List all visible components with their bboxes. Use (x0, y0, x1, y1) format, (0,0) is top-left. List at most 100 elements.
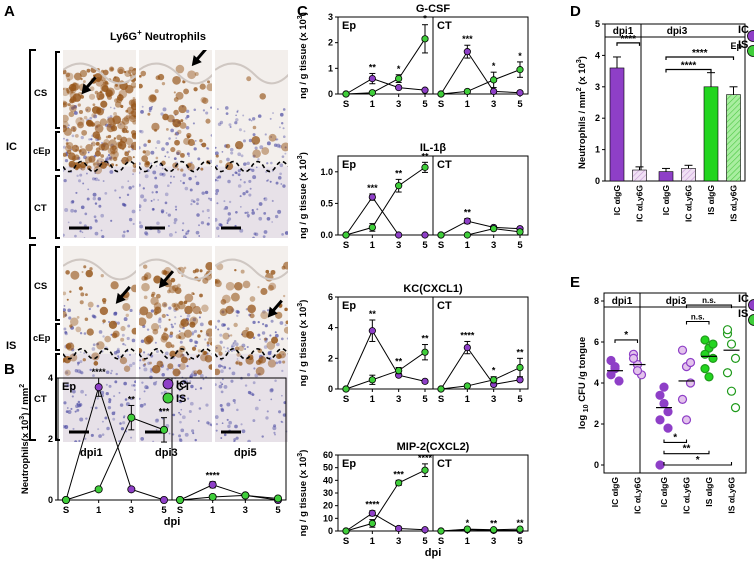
x-tick-label: 5 (275, 505, 281, 516)
y-tick-label: 3 (328, 12, 333, 22)
data-point (659, 382, 669, 392)
chart-c-il1b: IL-1β Ep CT 0.0 0.5 1.0 ng / g tissue (x 103) S… (297, 142, 529, 251)
x-tick-label: 3 (491, 240, 496, 251)
significance-label: **** (365, 500, 380, 510)
x-tick-label: S (63, 505, 69, 516)
significance-label: ** (369, 309, 377, 319)
data-point-is (395, 479, 403, 487)
data-point-is (342, 90, 350, 98)
y-tick-label: 10 (323, 513, 333, 523)
micrograph-ic-dpi3 (139, 50, 212, 238)
y-tick-label: 1 (328, 63, 333, 73)
data-point-is (342, 385, 350, 393)
x-tick-label: S (438, 99, 444, 110)
data-point (677, 394, 688, 404)
series-line-ic-ep (65, 385, 165, 501)
y-tick-label: 4 (328, 323, 333, 333)
data-point-is (437, 90, 445, 98)
data-point-ic (463, 217, 471, 225)
data-point-ic (159, 495, 168, 504)
y-tick-label: 20 (323, 501, 333, 511)
panel-c-letter: C (297, 3, 308, 20)
panel-b-letter: B (4, 361, 15, 378)
significance-label: * (696, 455, 700, 466)
data-point (606, 370, 616, 380)
panel-a-title: Ly6G+ Neutrophils (110, 28, 206, 43)
significance-bracket (614, 339, 639, 343)
data-point-ic (94, 383, 103, 392)
data-point-is (463, 382, 471, 390)
group-label-is: IS (6, 340, 16, 352)
data-point-is (421, 348, 429, 356)
data-point (655, 415, 665, 425)
micrograph-grid (63, 50, 288, 442)
data-point-is (175, 495, 184, 504)
y-tick-label: 4 (594, 378, 599, 388)
data-point-is (437, 385, 445, 393)
layer-label-ct-ic: CT (34, 203, 47, 214)
arrow-head-icon (191, 55, 202, 67)
x-tick-label: 5 (517, 240, 523, 251)
significance-label: **** (92, 367, 107, 377)
data-point (708, 339, 718, 349)
significance-label: * (624, 330, 628, 341)
data-point-is (368, 376, 376, 384)
series-line-is-ep (345, 38, 426, 95)
legend-e: IC IS (738, 292, 749, 322)
data-point (655, 390, 665, 400)
data-point (722, 325, 733, 335)
data-point-is (516, 363, 524, 372)
group-label-dpi1: dpi1 (613, 26, 634, 37)
data-point-ic (421, 377, 429, 385)
y-tick-label: 40 (323, 475, 333, 485)
data-point (663, 407, 673, 417)
significance-label: **** (418, 453, 433, 463)
significance-label: * (466, 518, 470, 528)
series-line-is-ct (440, 367, 521, 390)
legend-swatch-ic (747, 30, 754, 42)
x-tick-label: 1 (370, 99, 376, 110)
bar (632, 169, 647, 182)
data-point (704, 372, 714, 382)
series-line-ic-ct (440, 50, 521, 95)
series-line-ic-ep (345, 329, 426, 390)
series-line-is-ep (65, 417, 165, 501)
data-point-is (490, 76, 498, 84)
significance-label: ** (128, 394, 136, 404)
data-point-is (421, 163, 429, 171)
legend-label-is: IS (176, 393, 186, 405)
y-tick-label: 60 (323, 450, 333, 460)
x-tick-label: 1 (465, 99, 471, 110)
data-point-is (159, 425, 168, 434)
y-tick-label: 0 (328, 89, 333, 99)
x-tick-label: 5 (161, 505, 167, 516)
data-point-ic (368, 75, 376, 83)
data-point (677, 345, 688, 355)
y-tick-label: 0 (594, 460, 599, 470)
significance-bracket (665, 56, 735, 60)
data-point (700, 364, 710, 374)
data-point-is (516, 66, 524, 74)
data-point-ic (368, 193, 376, 201)
chart-c-mip2: MIP-2(CXCL2) Ep CT 0 10 20 30 40 50 60 ng / g tiss… (297, 441, 529, 559)
data-point-ic (395, 524, 403, 533)
x-tick-label: 3 (396, 99, 401, 110)
data-point-is (516, 228, 524, 236)
significance-label: ** (516, 518, 524, 528)
bar (681, 168, 696, 182)
x-tick-label: 1 (210, 505, 216, 516)
significance-label: n.s. (691, 313, 705, 322)
data-point-ic (463, 343, 471, 352)
y-tick-label: 0 (328, 526, 333, 536)
plot-frame (603, 292, 747, 474)
y-axis-label: ng / g tissue (x 103) (297, 152, 309, 239)
legend-swatch-ic (748, 299, 754, 311)
x-tick-label: 1 (465, 536, 471, 547)
significance-label: * (492, 366, 496, 376)
x-axis-label: dpi (164, 516, 181, 528)
significance-label: **** (692, 48, 708, 59)
data-point-ic (516, 376, 524, 384)
data-point-ic (421, 86, 429, 94)
layer-label-cs-ic: CS (34, 88, 47, 99)
